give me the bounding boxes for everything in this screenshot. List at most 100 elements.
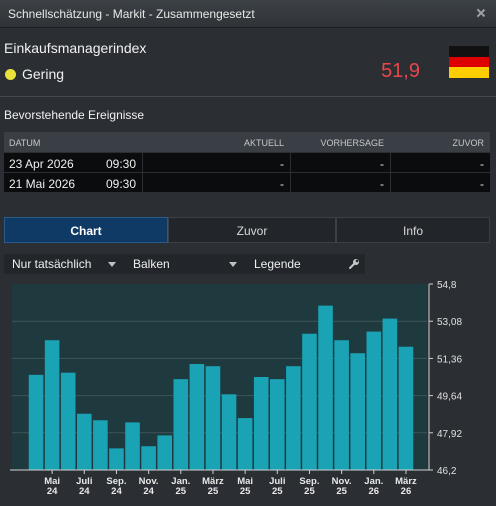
bar[interactable] — [60, 372, 76, 470]
x-tick-label: Jan. — [364, 476, 383, 487]
chevron-down-icon[interactable] — [229, 262, 237, 267]
x-tick-label: März — [395, 476, 417, 487]
bar[interactable] — [109, 448, 124, 470]
bar[interactable] — [28, 374, 44, 470]
y-tick-label: 46,2 — [437, 466, 457, 477]
bar[interactable] — [77, 413, 92, 470]
event-forecast: - — [380, 157, 384, 171]
title-bar: Schnellschätzung - Markit - Zusammengese… — [0, 0, 496, 28]
event-date: 21 Mai 2026 — [9, 177, 76, 191]
x-tick-label: 25 — [208, 486, 219, 497]
event-actual: - — [280, 157, 284, 171]
impact-dot-icon — [5, 69, 16, 80]
wrench-icon[interactable] — [348, 258, 360, 270]
bar[interactable] — [398, 346, 414, 470]
bar[interactable] — [382, 318, 398, 470]
x-tick-label: 25 — [336, 486, 347, 497]
chart-type-dropdown[interactable]: Balken — [133, 257, 170, 271]
chart-toolbar: Nur tatsächlich Balken Legende — [4, 254, 365, 274]
bar[interactable] — [350, 353, 365, 470]
tab-info[interactable]: Info — [336, 217, 490, 243]
bar[interactable] — [366, 331, 382, 470]
legend-button[interactable]: Legende — [254, 257, 301, 271]
x-tick-label: Mai — [44, 476, 60, 487]
x-tick-label: 25 — [304, 486, 315, 497]
bar[interactable] — [334, 340, 349, 470]
y-tick-label: 54,8 — [437, 280, 457, 291]
bar[interactable] — [286, 366, 301, 470]
x-tick-label: März — [202, 476, 224, 487]
bar[interactable] — [253, 377, 269, 470]
window-title: Schnellschätzung - Markit - Zusammengese… — [8, 7, 255, 21]
x-tick-label: 24 — [47, 486, 58, 497]
cell-divider — [290, 153, 291, 173]
events-table-header: DATUM AKTUELL VORHERSAGE ZUVOR — [4, 132, 490, 152]
bar[interactable] — [270, 379, 285, 470]
x-tick-label: Nov. — [139, 476, 159, 487]
event-forecast: - — [380, 177, 384, 191]
event-previous: - — [480, 177, 484, 191]
tab-chart[interactable]: Chart — [4, 217, 168, 243]
bar[interactable] — [141, 446, 156, 470]
cell-divider — [142, 173, 143, 193]
column-forecast: VORHERSAGE — [320, 138, 384, 148]
y-tick-label: 53,08 — [437, 317, 462, 328]
event-previous: - — [480, 157, 484, 171]
y-tick-label: 51,36 — [437, 354, 462, 365]
events-title: Bevorstehende Ereignisse — [4, 108, 145, 122]
bar[interactable] — [173, 379, 189, 470]
divider — [0, 96, 496, 97]
tab-previous[interactable]: Zuvor — [168, 217, 336, 243]
cell-divider — [142, 153, 143, 173]
germany-flag-icon — [449, 46, 489, 78]
event-actual: - — [280, 177, 284, 191]
x-tick-label: 25 — [240, 486, 251, 497]
x-tick-label: Nov. — [332, 476, 352, 487]
x-tick-label: Jan. — [171, 476, 190, 487]
x-tick-label: Mai — [237, 476, 253, 487]
x-tick-label: 24 — [79, 486, 90, 497]
x-tick-label: Sep. — [299, 476, 319, 487]
bar[interactable] — [205, 366, 221, 470]
bar[interactable] — [125, 422, 140, 470]
column-actual: AKTUELL — [243, 138, 284, 148]
x-tick-label: Sep. — [106, 476, 126, 487]
cell-divider — [390, 173, 391, 193]
filter-dropdown[interactable]: Nur tatsächlich — [12, 257, 92, 271]
column-date: DATUM — [9, 138, 41, 148]
bar[interactable] — [221, 394, 237, 470]
x-tick-label: 26 — [401, 486, 412, 497]
impact-label: Gering — [22, 66, 65, 82]
bar[interactable] — [318, 305, 333, 470]
x-tick-label: 25 — [176, 486, 187, 497]
event-date: 23 Apr 2026 — [9, 157, 74, 171]
y-tick-label: 47,92 — [437, 429, 462, 440]
event-time: 09:30 — [106, 177, 137, 191]
indicator-name: Einkaufsmanagerindex — [4, 40, 147, 56]
event-time: 09:30 — [106, 157, 137, 171]
bar[interactable] — [237, 418, 253, 470]
x-tick-label: 26 — [369, 486, 380, 497]
x-tick-label: Juli — [269, 476, 285, 487]
x-tick-label: 24 — [111, 486, 122, 497]
x-tick-label: 25 — [272, 486, 283, 497]
x-tick-label: 24 — [143, 486, 154, 497]
cell-divider — [290, 173, 291, 193]
events-table: DATUM AKTUELL VORHERSAGE ZUVOR 23 Apr 20… — [4, 132, 490, 193]
close-icon[interactable] — [474, 6, 488, 20]
tab-bar: Chart Zuvor Info — [4, 217, 490, 243]
table-row[interactable]: 23 Apr 2026 09:30 - - - — [4, 152, 490, 173]
bar[interactable] — [44, 340, 60, 470]
cell-divider — [390, 153, 391, 173]
bar[interactable] — [189, 364, 205, 470]
bar[interactable] — [302, 333, 317, 470]
column-previous: ZUVOR — [452, 138, 485, 148]
y-tick-label: 49,64 — [437, 392, 462, 403]
chevron-down-icon[interactable] — [108, 262, 116, 267]
bar[interactable] — [93, 420, 108, 470]
x-tick-label: Juli — [76, 476, 92, 487]
indicator-value: 51,9 — [381, 60, 420, 82]
bar[interactable] — [157, 435, 172, 470]
table-row[interactable]: 21 Mai 2026 09:30 - - - — [4, 172, 490, 193]
